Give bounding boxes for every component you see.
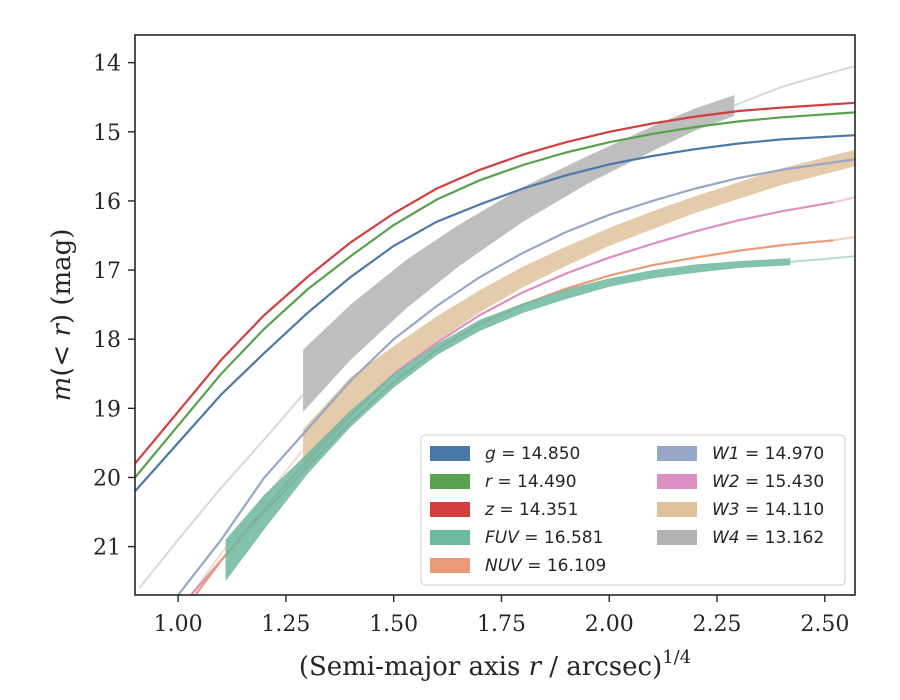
legend-series-name: W1 <box>712 444 740 464</box>
x-axis-ticks: 1.00 1.25 1.50 1.75 2.00 2.25 2.50 <box>154 595 849 637</box>
legend-series-value: = 13.162 <box>740 528 825 548</box>
plot-frame <box>134 34 856 596</box>
y-tick-label: 18 <box>93 328 121 353</box>
y-tick-label: 16 <box>93 190 121 215</box>
y-axis-label-var: r <box>47 323 77 337</box>
y-axis-label-main: m <box>47 377 77 402</box>
legend-series-name: z <box>484 500 495 520</box>
legend-series-name: r <box>485 472 493 492</box>
legend-series-value: = 14.490 <box>492 472 577 492</box>
legend-label-w4: W4 = 13.162 <box>712 528 824 548</box>
y-tick-label: 14 <box>93 52 121 77</box>
y-tick-label: 19 <box>93 397 121 422</box>
y-tick-label: 17 <box>93 259 121 284</box>
legend-series-name: W3 <box>712 500 740 520</box>
legend-series-name: NUV <box>485 556 523 576</box>
series-layer <box>135 65 855 595</box>
legend-series-value: = 15.430 <box>740 472 825 492</box>
legend-series-name: W2 <box>712 472 740 492</box>
series-r-line <box>135 111 855 479</box>
x-axis-label: (Semi-major axis r / arcsec)1/4 <box>299 647 691 682</box>
y-axis-ticks: 14 15 16 17 18 19 20 21 <box>93 52 135 561</box>
x-tick-label: 2.50 <box>800 612 849 637</box>
legend-swatch-r <box>430 474 470 489</box>
y-axis-label-tail: ) (mag) <box>47 229 77 325</box>
legend-box <box>420 434 846 586</box>
legend-series-name: FUV <box>485 528 520 548</box>
series-r <box>135 111 855 479</box>
x-axis-label-main: (Semi-major axis <box>299 652 529 682</box>
legend-swatch-g <box>430 446 470 461</box>
legend-label-nuv: NUV = 16.109 <box>485 556 606 576</box>
series-g-line <box>135 134 855 493</box>
series-w1 <box>177 158 855 595</box>
x-tick-label: 1.25 <box>261 612 310 637</box>
series-z <box>135 101 855 465</box>
legend-series-value: = 16.581 <box>519 528 604 548</box>
series-nuv-extension <box>833 235 855 242</box>
y-tick-label: 20 <box>93 466 121 491</box>
legend-series-name: W4 <box>712 528 740 548</box>
legend-swatch-w1 <box>657 446 697 461</box>
series-w1-line <box>177 158 855 595</box>
x-tick-label: 1.75 <box>477 612 526 637</box>
y-tick-label: 15 <box>93 121 121 146</box>
series-w2-extension <box>833 196 855 204</box>
y-axis-label: m(< r) (mag) <box>47 229 77 402</box>
series-z-line <box>135 101 855 465</box>
legend-label-w2: W2 = 15.430 <box>712 472 824 492</box>
series-w4-extension <box>138 393 304 589</box>
x-axis-label-tail: / arcsec) <box>541 652 662 682</box>
series-fuv <box>225 255 855 582</box>
x-tick-label: 2.00 <box>585 612 634 637</box>
x-axis-label-var: r <box>529 652 543 682</box>
series-g <box>135 134 855 493</box>
series-fuv-extension <box>790 255 855 263</box>
legend-series-name: g <box>485 444 496 464</box>
legend-series-value: = 14.970 <box>740 444 825 464</box>
x-tick-label: 1.00 <box>154 612 203 637</box>
legend-swatch-w2 <box>657 474 697 489</box>
x-tick-label: 2.25 <box>693 612 742 637</box>
legend-series-value: = 14.850 <box>496 444 581 464</box>
legend-label-w3: W3 = 14.110 <box>712 500 824 520</box>
legend-label-z: z = 14.351 <box>484 500 578 520</box>
y-tick-label: 21 <box>93 536 121 561</box>
legend-series-value: = 16.109 <box>522 556 607 576</box>
legend-series-value: = 14.110 <box>740 500 825 520</box>
x-axis-label-exponent: 1/4 <box>662 647 691 668</box>
legend-series-value: = 14.351 <box>494 500 579 520</box>
legend-label-g: g = 14.850 <box>485 444 580 464</box>
legend-swatch-w3 <box>657 502 697 517</box>
legend-label-w1: W1 = 14.970 <box>712 444 824 464</box>
series-w4-extension-outer <box>733 65 855 107</box>
legend-swatch-w4 <box>657 530 697 545</box>
legend-swatch-nuv <box>430 558 470 573</box>
x-tick-label: 1.50 <box>369 612 418 637</box>
legend-label-r: r = 14.490 <box>485 472 577 492</box>
legend-label-fuv: FUV = 16.581 <box>485 528 603 548</box>
legend-swatch-z <box>430 502 470 517</box>
legend-swatch-fuv <box>430 530 470 545</box>
y-axis-label-mid: (< <box>47 337 77 377</box>
